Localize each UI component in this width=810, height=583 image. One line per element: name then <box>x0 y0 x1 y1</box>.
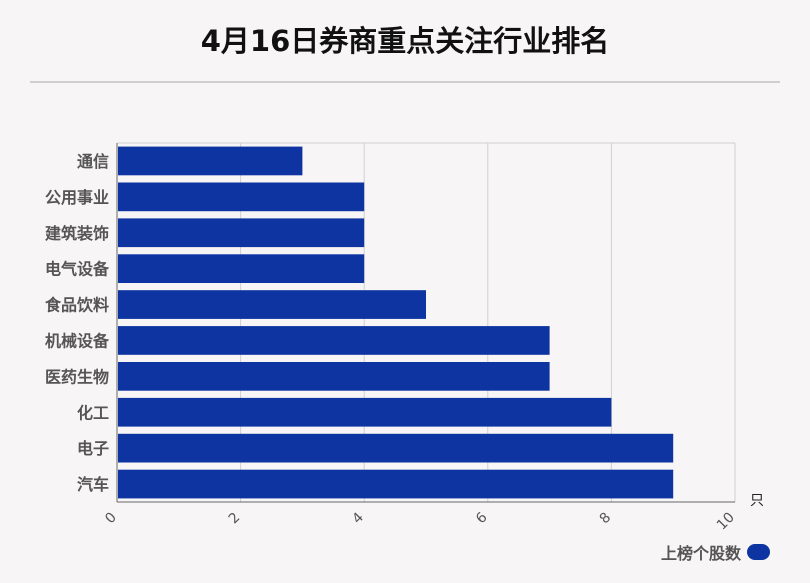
bar <box>118 218 365 248</box>
bar <box>118 182 365 212</box>
bar <box>118 469 674 499</box>
category-label: 机械设备 <box>45 331 110 350</box>
category-label: 通信 <box>77 152 109 171</box>
bar <box>118 326 550 355</box>
category-label: 医药生物 <box>45 367 109 386</box>
chart-title: 4月16日券商重点关注行业排名 <box>200 24 610 58</box>
title-divider <box>30 81 780 83</box>
legend-swatch <box>747 544 770 560</box>
x-tick-label: 6 <box>473 509 491 527</box>
x-tick-label: 8 <box>597 510 615 528</box>
bar <box>118 397 612 427</box>
category-label: 建筑装饰 <box>45 224 109 243</box>
category-label: 汽车 <box>77 475 109 494</box>
category-label: 食品饮料 <box>44 296 109 315</box>
x-tick-label: 10 <box>714 510 738 534</box>
x-tick-label: 0 <box>102 510 120 528</box>
category-label: 电气设备 <box>45 260 110 279</box>
x-tick-label: 4 <box>349 509 367 527</box>
category-label: 电子 <box>77 439 109 458</box>
bar <box>118 433 674 463</box>
x-tick-label: 2 <box>226 510 244 528</box>
legend[interactable]: 上榜个股数 <box>661 540 770 564</box>
category-label: 化工 <box>77 403 109 422</box>
x-unit-label: 只 <box>750 493 764 509</box>
bar <box>118 146 303 176</box>
category-label: 公用事业 <box>45 188 109 207</box>
bar <box>118 290 426 319</box>
bar <box>118 361 550 391</box>
legend-label: 上榜个股数 <box>660 544 741 563</box>
bar <box>118 254 365 284</box>
